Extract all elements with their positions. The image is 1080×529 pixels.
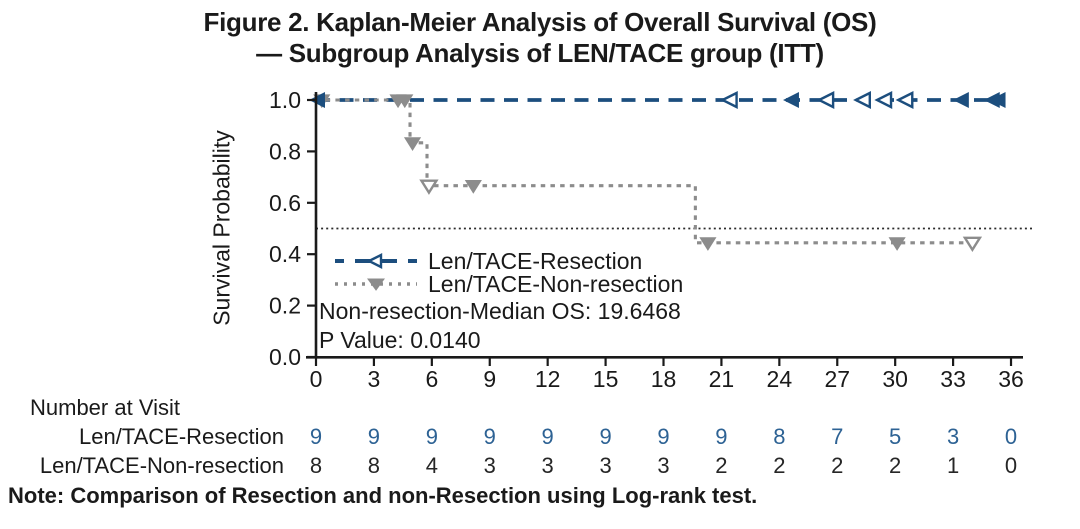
figure-note: Note: Comparison of Resection and non-Re… [8, 483, 758, 508]
legend-item-non-resection: Len/TACE-Non-resection [333, 270, 684, 297]
risk-value: 3 [657, 453, 670, 478]
risk-value: 5 [889, 424, 902, 449]
risk-value: 1 [946, 453, 960, 478]
risk-row-label-non-resection: Len/TACE-Non-resection [39, 453, 284, 478]
x-tick-label: 18 [651, 366, 677, 392]
censor-mark-resection [309, 92, 325, 108]
risk-value: 9 [425, 424, 438, 449]
risk-value: 8 [309, 453, 323, 478]
risk-value: 0 [1004, 424, 1018, 449]
y-tick-label: 0.6 [269, 190, 301, 216]
risk-value: 3 [541, 453, 554, 478]
censor-mark-resection [895, 91, 914, 109]
risk-value: 9 [367, 424, 381, 449]
censor-mark-resection [874, 91, 893, 109]
y-axis-label: Survival Probability [208, 130, 235, 326]
x-tick-label: 30 [882, 366, 908, 392]
risk-row-label-resection: Len/TACE-Resection [78, 424, 284, 449]
risk-row-resection: Len/TACE-Resection 9 9 9 9 9 9 9 9 8 7 5 3 0 [0, 424, 1080, 451]
x-tick-label: 9 [483, 366, 496, 392]
y-tick-label: 1.0 [269, 87, 301, 113]
risk-value: 2 [889, 453, 902, 478]
x-tick-label: 6 [425, 366, 438, 392]
risk-value: 9 [657, 424, 670, 449]
censor-mark-non-resection [699, 237, 717, 251]
x-tick-label: 12 [535, 366, 561, 392]
figure-title-line1: Figure 2. Kaplan-Meier Analysis of Overa… [203, 7, 877, 37]
risk-value: 9 [483, 424, 496, 449]
legend-label-non-resection: Len/TACE-Non-resection [428, 270, 684, 297]
down-triangle-icon [335, 278, 417, 291]
figure-title-line2: — Subgroup Analysis of LEN/TACE group (I… [256, 38, 824, 68]
risk-value: 4 [425, 453, 438, 478]
censor-mark-resection [952, 92, 969, 108]
risk-value: 8 [367, 453, 381, 478]
median-os-annotation: Non-resection-Median OS: 19.6468 [319, 298, 681, 324]
risk-value: 3 [599, 453, 612, 478]
censor-mark-resection [989, 92, 1006, 108]
p-value-annotation: P Value: 0.0140 [319, 327, 481, 353]
censor-mark-resection [816, 91, 835, 109]
risk-value: 2 [715, 453, 728, 478]
risk-value: 2 [773, 453, 786, 478]
censor-mark-non-resection [396, 94, 414, 109]
risk-row-non-resection: Len/TACE-Non-resection 8 8 4 3 3 3 3 2 2 2 2 1 0 [0, 453, 1080, 480]
legend-label-resection: Len/TACE-Resection [428, 247, 643, 274]
y-tick-label: 0.4 [269, 241, 301, 267]
risk-value: 8 [773, 424, 786, 449]
risk-value: 3 [946, 424, 960, 449]
censor-mark-non-resection [419, 179, 439, 195]
risk-value: 7 [831, 424, 844, 449]
y-tick-label: 0.8 [269, 138, 301, 164]
x-tick-label: 21 [709, 366, 735, 392]
risk-value: 9 [715, 424, 728, 449]
risk-value: 9 [309, 424, 323, 449]
x-tick-label: 3 [368, 366, 381, 392]
risk-value: 0 [1004, 453, 1018, 478]
survival-curve-non-resection [316, 98, 979, 245]
figure-title: Figure 2. Kaplan-Meier Analysis of Overa… [0, 7, 1080, 69]
censor-mark-non-resection [464, 180, 482, 194]
risk-value: 9 [599, 424, 612, 449]
y-tick-label: 0.2 [269, 293, 301, 319]
risk-value: 2 [831, 453, 844, 478]
x-tick-label: 33 [940, 366, 966, 392]
censor-mark-resection [783, 92, 799, 108]
x-tick-label: 36 [998, 366, 1024, 392]
x-tick-label: 15 [593, 366, 619, 392]
risk-value: 3 [483, 453, 496, 478]
y-tick-label: 0.0 [269, 344, 301, 370]
x-tick-label: 27 [824, 366, 850, 392]
censor-mark-non-resection [962, 236, 983, 253]
censor-mark-non-resection [888, 237, 906, 251]
censor-mark-resection [719, 91, 738, 109]
x-tick-label: 24 [767, 366, 793, 392]
censor-mark-resection [853, 91, 871, 109]
censor-mark-non-resection [403, 137, 422, 151]
x-tick-label: 0 [310, 366, 323, 392]
left-triangle-icon [335, 253, 417, 269]
risk-value: 9 [541, 424, 554, 449]
legend-item-resection: Len/TACE-Resection [333, 247, 643, 274]
risk-table-header: Number at Visit [30, 395, 180, 420]
